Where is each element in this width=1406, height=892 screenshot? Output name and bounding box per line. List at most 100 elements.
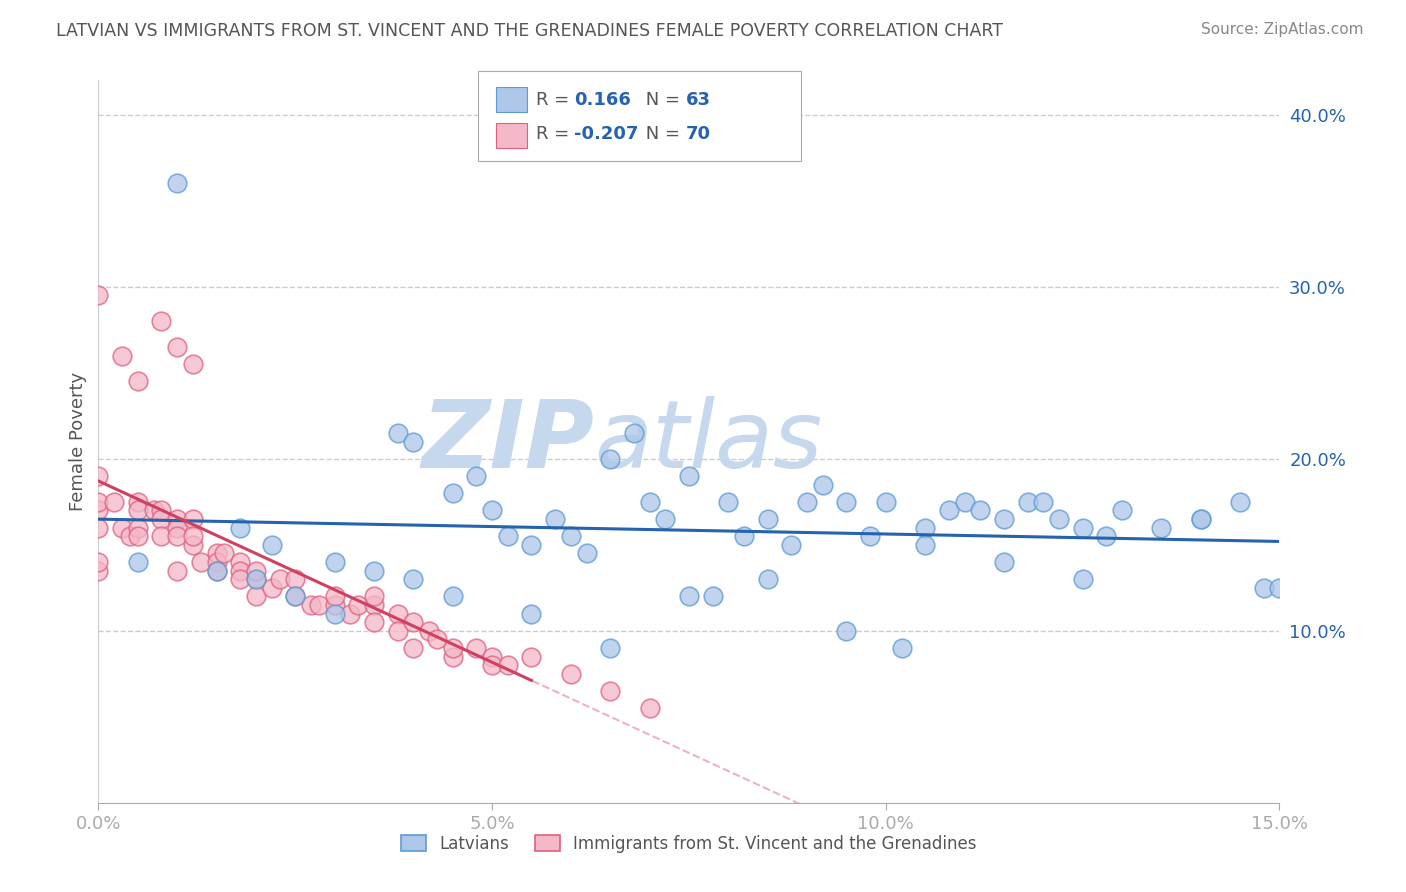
Point [205,564,228,578]
Point [181,357,204,371]
Point [166,564,188,578]
Point [339,607,361,621]
Point [678,469,700,483]
Point [1189,512,1212,526]
Point [418,624,440,638]
Point [308,598,330,612]
Point [229,564,252,578]
Point [190,555,212,569]
Text: R =: R = [536,126,575,144]
Point [87,288,110,302]
Point [1017,494,1039,508]
Point [953,494,976,508]
Point [780,538,803,552]
Point [496,658,519,673]
Point [575,546,598,560]
Point [654,512,676,526]
Point [1189,512,1212,526]
Point [150,314,173,328]
Point [638,701,661,715]
Point [205,546,228,560]
Point [599,684,621,698]
Point [299,598,322,612]
Point [284,590,307,604]
Point [387,607,409,621]
Point [166,177,188,191]
Point [520,607,543,621]
Text: 63: 63 [686,91,711,109]
Point [402,615,425,630]
Point [205,555,228,569]
Point [323,590,346,604]
Point [623,425,645,440]
Point [1229,494,1251,508]
Point [1150,520,1173,534]
Point [811,477,834,491]
Point [166,529,188,543]
Point [1047,512,1070,526]
Point [560,666,582,681]
Point [717,494,740,508]
Point [465,640,488,655]
Point [1111,503,1133,517]
Point [363,598,385,612]
Point [323,598,346,612]
Point [284,572,307,586]
Point [402,434,425,449]
Point [260,581,283,595]
Point [87,494,110,508]
Point [181,529,204,543]
Point [150,503,173,517]
Point [402,640,425,655]
Point [127,520,149,534]
Point [914,520,936,534]
Point [166,340,188,354]
Point [544,512,567,526]
Point [993,512,1015,526]
Text: 70: 70 [686,126,711,144]
Point [1095,529,1118,543]
Point [111,520,134,534]
Point [150,512,173,526]
Point [87,555,110,569]
Point [363,564,385,578]
Point [87,469,110,483]
Point [890,640,912,655]
Point [127,494,149,508]
Point [938,503,960,517]
Point [465,469,488,483]
Point [245,572,267,586]
Point [245,590,267,604]
Text: ZIP: ZIP [422,395,595,488]
Text: LATVIAN VS IMMIGRANTS FROM ST. VINCENT AND THE GRENADINES FEMALE POVERTY CORRELA: LATVIAN VS IMMIGRANTS FROM ST. VINCENT A… [56,22,1004,40]
Point [245,564,267,578]
Y-axis label: Female Poverty: Female Poverty [69,372,87,511]
Point [363,590,385,604]
Point [426,632,449,647]
Point [678,590,700,604]
Point [835,624,858,638]
Point [269,572,291,586]
Point [1071,520,1094,534]
Point [347,598,370,612]
Text: N =: N = [640,91,686,109]
Point [599,640,621,655]
Point [402,572,425,586]
Text: R =: R = [536,91,575,109]
Text: -0.207: -0.207 [574,126,638,144]
Point [796,494,818,508]
Text: atlas: atlas [595,396,823,487]
Text: Source: ZipAtlas.com: Source: ZipAtlas.com [1201,22,1364,37]
Point [520,649,543,664]
Point [481,503,503,517]
Point [441,486,464,500]
Point [481,649,503,664]
Point [166,512,188,526]
Point [323,607,346,621]
Point [969,503,991,517]
Point [229,572,252,586]
Point [127,375,149,389]
Point [441,649,464,664]
Point [87,520,110,534]
Point [733,529,755,543]
